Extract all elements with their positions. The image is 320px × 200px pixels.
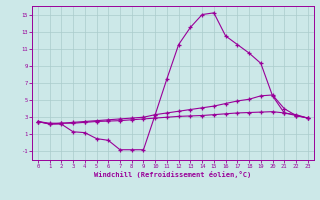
X-axis label: Windchill (Refroidissement éolien,°C): Windchill (Refroidissement éolien,°C) [94,171,252,178]
